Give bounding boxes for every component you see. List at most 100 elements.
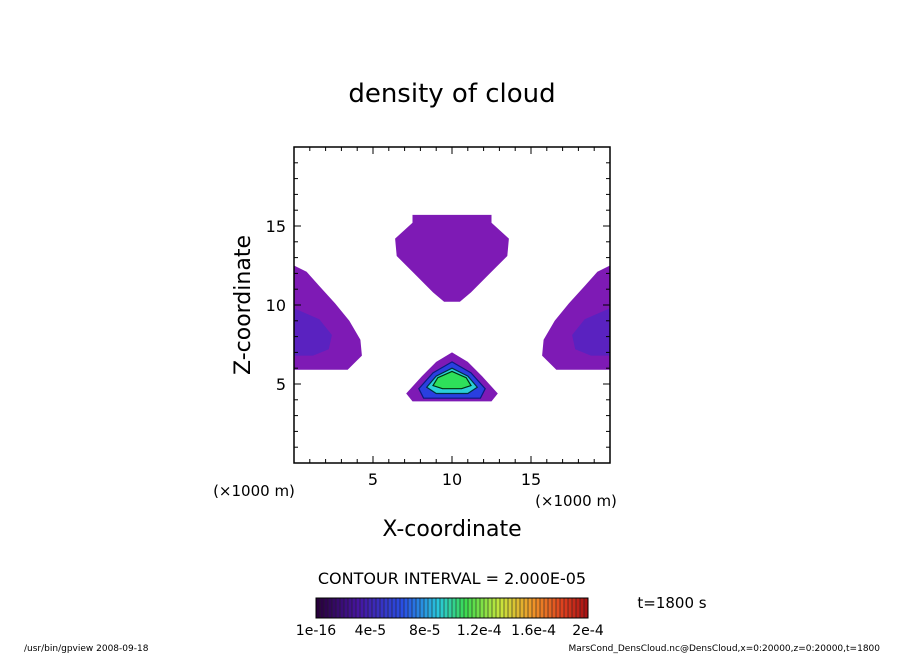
colorbar-cell bbox=[320, 598, 325, 618]
colorbar-cell bbox=[388, 598, 393, 618]
colorbar-tick-label: 2e-4 bbox=[572, 623, 604, 639]
colorbar-cell bbox=[584, 598, 589, 618]
colorbar-cell bbox=[500, 598, 505, 618]
colorbar-cell bbox=[548, 598, 553, 618]
colorbar-cell bbox=[504, 598, 509, 618]
colorbar-tick-label: 1e-16 bbox=[296, 623, 336, 639]
contour-fill bbox=[294, 214, 610, 402]
colorbar-cell bbox=[572, 598, 577, 618]
colorbar-cell bbox=[344, 598, 349, 618]
contour-line-bottom-blue bbox=[418, 361, 486, 399]
colorbar-frame bbox=[315, 597, 589, 619]
colorbar-tick-label: 8e-5 bbox=[409, 623, 440, 639]
colorbar-cell bbox=[448, 598, 453, 618]
colorbar-cell bbox=[508, 598, 513, 618]
colorbar-cell bbox=[340, 598, 345, 618]
colorbar-cell bbox=[428, 598, 433, 618]
colorbar-cell bbox=[400, 598, 405, 618]
colorbar-cell bbox=[536, 598, 541, 618]
colorbar-cell bbox=[444, 598, 449, 618]
colorbar-cell bbox=[316, 598, 321, 618]
colorbar-cell bbox=[416, 598, 421, 618]
colorbar-cell bbox=[380, 598, 385, 618]
y-tick-label: 15 bbox=[266, 217, 286, 236]
colorbar-cell bbox=[540, 598, 545, 618]
colorbar-cell bbox=[492, 598, 497, 618]
y-tick-label: 5 bbox=[276, 375, 286, 394]
colorbar-cell bbox=[412, 598, 417, 618]
plot-frame bbox=[293, 146, 611, 464]
contour-region-left-core bbox=[294, 308, 332, 356]
y-axis-label: Z-coordinate bbox=[231, 235, 256, 375]
colorbar-cell bbox=[516, 598, 521, 618]
colorbar-cell bbox=[556, 598, 561, 618]
colorbar-cell bbox=[472, 598, 477, 618]
colorbar-cell bbox=[392, 598, 397, 618]
contour-interval-label: CONTOUR INTERVAL = 2.000E-05 bbox=[318, 569, 586, 588]
colorbar-cell bbox=[376, 598, 381, 618]
colorbar-cell bbox=[552, 598, 557, 618]
colorbar-cell bbox=[464, 598, 469, 618]
colorbar-cell bbox=[576, 598, 581, 618]
colorbar-cell bbox=[404, 598, 409, 618]
colorbar-cell bbox=[480, 598, 485, 618]
colorbar-cell bbox=[364, 598, 369, 618]
colorbar-cell bbox=[560, 598, 565, 618]
contour-line-bottom-green bbox=[432, 370, 472, 390]
x-tick-label: 15 bbox=[521, 470, 541, 489]
x-tick-label: 10 bbox=[442, 470, 462, 489]
colorbar-cell bbox=[528, 598, 533, 618]
colorbar-cell bbox=[568, 598, 573, 618]
x-unit-left: (×1000 m) bbox=[213, 482, 295, 500]
x-axis-label: X-coordinate bbox=[382, 517, 521, 542]
colorbar-cell bbox=[496, 598, 501, 618]
colorbar-cell bbox=[460, 598, 465, 618]
colorbar-tick-label: 1.2e-4 bbox=[457, 623, 502, 639]
colorbar-cell bbox=[348, 598, 353, 618]
time-label: t=1800 s bbox=[637, 594, 706, 612]
colorbar-cell bbox=[524, 598, 529, 618]
colorbar-cell bbox=[384, 598, 389, 618]
colorbar-cell bbox=[336, 598, 341, 618]
x-unit-right: (×1000 m) bbox=[535, 492, 617, 510]
contour-region-right-core bbox=[572, 308, 610, 356]
colorbar-cell bbox=[512, 598, 517, 618]
colorbar-labels: 1e-16 4e-5 8e-5 1.2e-4 1.6e-4 2e-4 bbox=[296, 623, 604, 639]
colorbar-cell bbox=[352, 598, 357, 618]
colorbar-cell bbox=[520, 598, 525, 618]
colorbar-cell bbox=[324, 598, 329, 618]
colorbar-cell bbox=[408, 598, 413, 618]
colorbar-cell bbox=[456, 598, 461, 618]
colorbar-tick-label: 4e-5 bbox=[355, 623, 386, 639]
colorbar-cell bbox=[476, 598, 481, 618]
colorbar-cell bbox=[484, 598, 489, 618]
colorbar-cell bbox=[372, 598, 377, 618]
colorbar-cell bbox=[432, 598, 437, 618]
colorbar-cell bbox=[360, 598, 365, 618]
y-tick-label: 10 bbox=[266, 296, 286, 315]
colorbar-cell bbox=[488, 598, 493, 618]
colorbar-tick-label: 1.6e-4 bbox=[511, 623, 556, 639]
colorbar-cell bbox=[332, 598, 337, 618]
colorbar-cell bbox=[356, 598, 361, 618]
x-tick-label: 5 bbox=[368, 470, 378, 489]
contour-region-top bbox=[395, 214, 509, 302]
colorbar-cell bbox=[368, 598, 373, 618]
colorbar-cell bbox=[452, 598, 457, 618]
colorbar-cell bbox=[544, 598, 549, 618]
colorbar-cell bbox=[440, 598, 445, 618]
chart-title: density of cloud bbox=[348, 79, 555, 109]
axis-ticks: 5 10 15 5 10 15 bbox=[266, 147, 610, 489]
colorbar-cell bbox=[468, 598, 473, 618]
contour-line-bottom-cyan bbox=[425, 367, 479, 395]
colorbar-cell bbox=[580, 598, 585, 618]
colorbar-cell bbox=[564, 598, 569, 618]
colorbar bbox=[315, 598, 589, 618]
colorbar-cell bbox=[420, 598, 425, 618]
footer-right: MarsCond_DensCloud.nc@DensCloud,x=0:2000… bbox=[569, 644, 881, 654]
colorbar-cell bbox=[424, 598, 429, 618]
colorbar-cell bbox=[532, 598, 537, 618]
colorbar-cell bbox=[328, 598, 333, 618]
colorbar-cell bbox=[436, 598, 441, 618]
